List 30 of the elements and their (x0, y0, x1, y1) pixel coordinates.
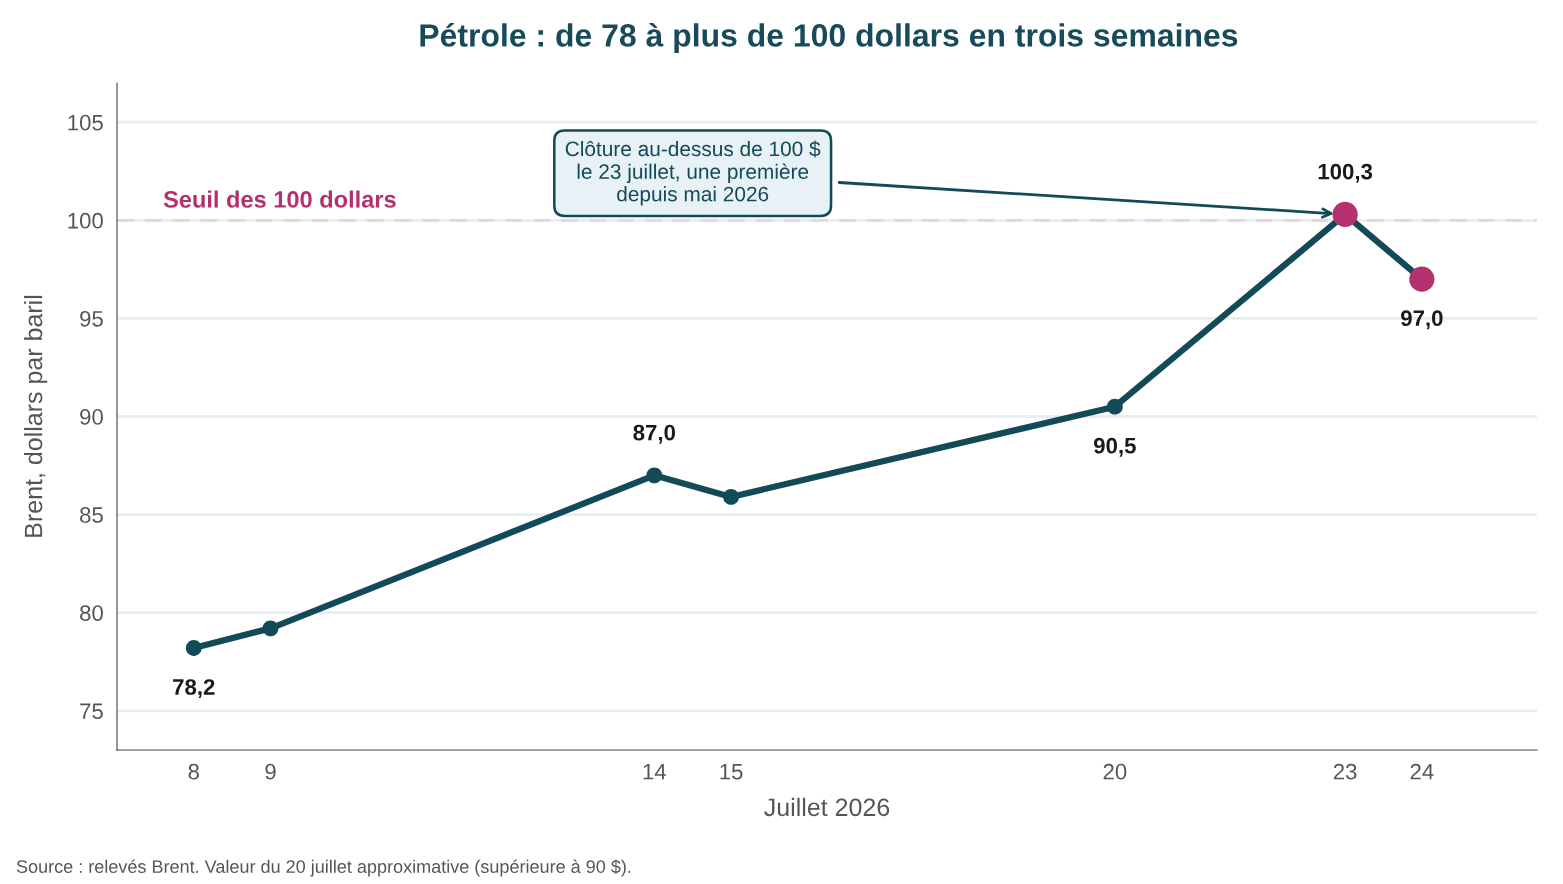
data-label: 78,2 (173, 679, 215, 699)
source-note: Source : relevés Brent. Valeur du 20 juillet approximative (supérieure à 90 $). (16, 859, 631, 877)
y-tick-label: 85 (80, 507, 103, 523)
point (185, 640, 202, 656)
y-tick-label: 75 (80, 703, 103, 720)
point (262, 620, 279, 637)
x-tick-label: 20 (1103, 763, 1127, 780)
y-tick-label: 100 (68, 212, 103, 229)
data-label: 97,0 (1401, 310, 1443, 330)
data-label: 90,5 (1093, 437, 1136, 457)
x-tick-label: 24 (1410, 763, 1434, 780)
point (1106, 398, 1123, 415)
y-tick-label: 80 (80, 605, 103, 621)
point (723, 489, 739, 505)
annotation: Clôture au-dessus de 100 $ le 23 juillet, une première depuis mai 2026 (565, 140, 821, 206)
y-tick-label: 90 (80, 409, 103, 425)
chart-title: Pétrole : de 78 à plus de 100 dollars en trois semaines (420, 22, 1238, 54)
x-axis-title: Juillet 2026 (764, 797, 890, 817)
point (646, 467, 663, 484)
data-label: 87,0 (633, 424, 676, 444)
x-tick-label: 15 (720, 764, 743, 780)
x-tick-label: 8 (188, 763, 199, 780)
ref-line-label: Seuil des 100 dollars (163, 190, 396, 208)
x-tick-label: 23 (1333, 763, 1357, 780)
y-tick-label: 95 (80, 310, 103, 327)
x-tick-label: 14 (643, 764, 667, 780)
y-axis-title: Brent, dollars par baril (23, 295, 48, 537)
y-tick-label: 105 (68, 114, 103, 131)
x-tick-label: 9 (265, 763, 276, 780)
data-label: 100,3 (1318, 163, 1373, 183)
